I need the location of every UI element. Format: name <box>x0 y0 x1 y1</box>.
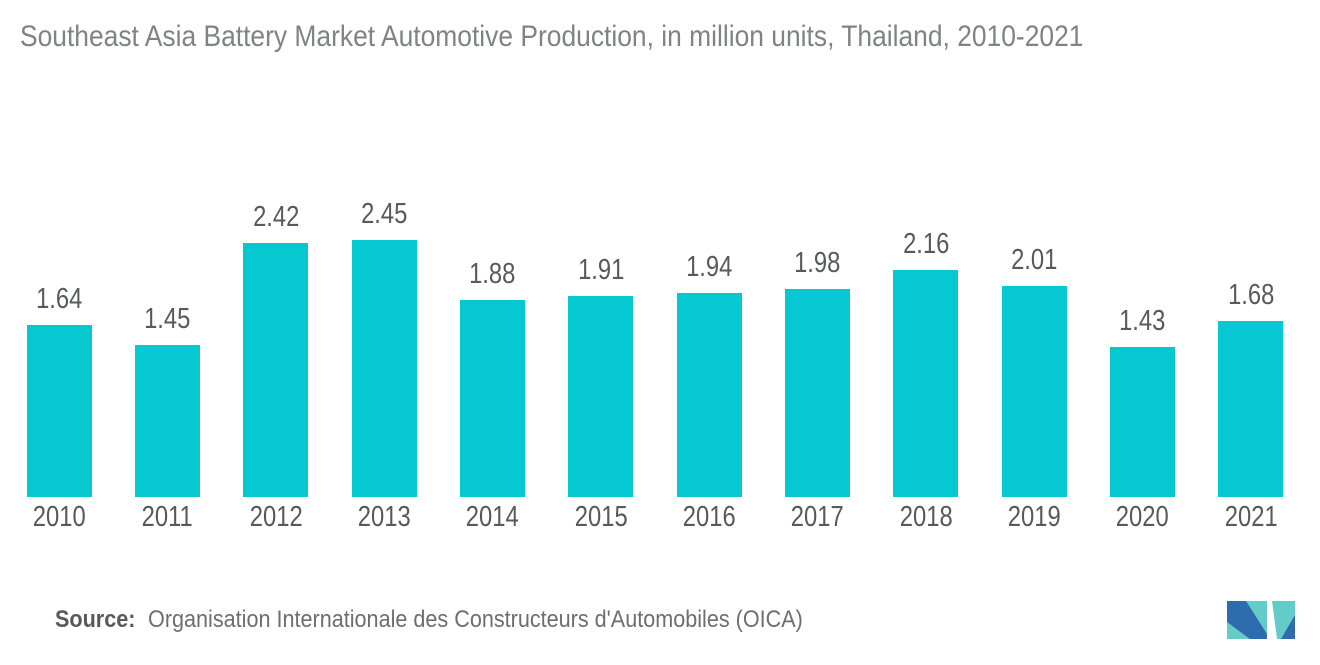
x-axis-tick: 2020 <box>1088 501 1196 534</box>
x-axis-label: 2018 <box>899 501 953 533</box>
x-axis-tick: 2011 <box>113 501 221 534</box>
logo-right-teal <box>1272 601 1295 639</box>
bar-value-label: 2.45 <box>361 197 408 230</box>
bar-column: 2.45 <box>330 0 438 497</box>
bar-column: 1.45 <box>113 0 221 497</box>
bar <box>1218 320 1284 497</box>
source-text: Organisation Internationale des Construc… <box>148 606 803 633</box>
x-axis-tick: 2016 <box>655 501 763 534</box>
bar-value-label: 2.01 <box>1010 243 1058 276</box>
bar-value-label: 2.16 <box>902 228 949 261</box>
x-axis-label: 2015 <box>574 501 628 533</box>
chart-title: Southeast Asia Battery Market Automotive… <box>20 20 1084 53</box>
x-axis-label: 2021 <box>1224 501 1278 533</box>
bar-value-label: 1.88 <box>469 257 516 290</box>
x-axis-label: 2016 <box>682 501 736 533</box>
mordor-intelligence-logo <box>1227 601 1295 639</box>
bar <box>676 293 742 497</box>
x-axis-tick: 2019 <box>980 501 1088 534</box>
bar-value-label: 1.94 <box>685 251 733 284</box>
x-axis-tick: 2018 <box>872 501 980 534</box>
logo-right-blue <box>1281 615 1295 639</box>
bar-value-label: 1.91 <box>577 254 624 287</box>
bar <box>568 296 634 497</box>
bar <box>459 299 525 497</box>
source-label: Source: <box>55 606 136 633</box>
source-row: Source: Organisation Internationale des C… <box>55 606 803 634</box>
x-axis-tick: 2012 <box>222 501 330 534</box>
bar-column: 1.43 <box>1088 0 1196 497</box>
bar <box>893 270 959 497</box>
bar-chart: 1.64 1.45 2.42 2.45 1.88 1.91 1.94 1.98 2.16 2.01… <box>5 0 1305 497</box>
x-axis-label: 2012 <box>249 501 303 533</box>
x-axis-tick: 2017 <box>763 501 871 534</box>
x-axis: 2010 2011 2012 2013 2014 2015 2016 2017 2018 2019… <box>5 501 1305 534</box>
bar-column: 1.98 <box>763 0 871 497</box>
x-axis-tick: 2010 <box>5 501 113 534</box>
logo-left-diagonal <box>1227 601 1267 639</box>
x-axis-tick: 2013 <box>330 501 438 534</box>
bar <box>26 324 92 497</box>
bar-value-label: 2.42 <box>252 200 299 233</box>
bar-value-label: 1.64 <box>36 282 83 315</box>
x-axis-tick: 2015 <box>547 501 655 534</box>
bar <box>1001 285 1067 497</box>
x-axis-label: 2020 <box>1115 501 1169 533</box>
bar-column: 1.68 <box>1197 0 1305 497</box>
bar-column: 1.64 <box>5 0 113 497</box>
bar <box>134 344 200 497</box>
bar-column: 1.88 <box>438 0 546 497</box>
x-axis-tick: 2014 <box>438 501 546 534</box>
bar-column: 1.94 <box>655 0 763 497</box>
bar-value-label: 1.98 <box>794 247 841 280</box>
x-axis-label: 2011 <box>141 501 194 533</box>
bar <box>351 239 417 497</box>
bar-value-label: 1.45 <box>144 302 191 335</box>
bar-column: 1.91 <box>547 0 655 497</box>
x-axis-label: 2019 <box>1007 501 1061 533</box>
x-axis-label: 2014 <box>466 501 519 533</box>
bar-value-label: 1.68 <box>1227 278 1274 311</box>
x-axis-label: 2017 <box>791 501 844 533</box>
bar <box>243 242 309 497</box>
bar <box>1109 346 1175 497</box>
bar-column: 2.42 <box>222 0 330 497</box>
x-axis-tick: 2021 <box>1197 501 1305 534</box>
x-axis-label: 2010 <box>32 501 86 533</box>
bar <box>784 289 850 497</box>
bar-column: 2.16 <box>872 0 980 497</box>
x-axis-label: 2013 <box>357 501 411 533</box>
bar-value-label: 1.43 <box>1119 304 1166 337</box>
bar-column: 2.01 <box>980 0 1088 497</box>
